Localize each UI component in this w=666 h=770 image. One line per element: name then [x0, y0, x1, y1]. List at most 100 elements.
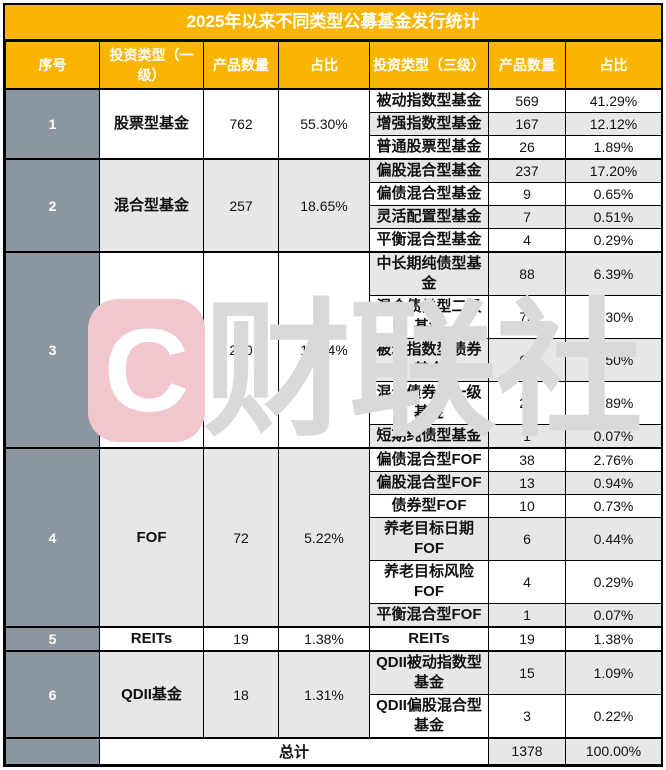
level3-type-cell: 普通股票型基金: [369, 135, 489, 160]
level3-type-cell: 偏债混合型基金: [369, 182, 489, 206]
level3-type-cell: 灵活配置型基金: [369, 205, 489, 229]
level3-count-cell: 13: [488, 471, 566, 495]
level3-share-cell: 0.51%: [565, 205, 662, 229]
level3-type-cell: 养老目标日期FOF: [369, 517, 489, 561]
level3-share-cell: 0.07%: [565, 603, 662, 628]
level3-type-cell: 增强指数型基金: [369, 112, 489, 136]
level3-type-cell: 被动指数型债券基金: [369, 338, 489, 382]
table-row: 平衡混合型基金 4 0.29%: [6, 228, 662, 253]
level3-type-cell: 混合债券型二级基金: [369, 295, 489, 339]
level3-count-cell: 237: [488, 158, 566, 183]
col-header-level3-count: 产品数量: [488, 41, 566, 90]
seq-cell: 2: [5, 158, 100, 253]
col-header-seq: 序号: [5, 41, 100, 90]
level3-share-cell: 5.30%: [565, 295, 662, 339]
level3-share-cell: 0.65%: [565, 182, 662, 206]
table-row: 5 REITs 19 1.38% REITs 19 1.38%: [5, 626, 662, 652]
level3-share-cell: 0.07%: [565, 424, 662, 449]
level1-share-cell: 5.22%: [278, 447, 370, 628]
level1-type-cell: 股票型基金: [99, 88, 204, 160]
level3-share-cell: 0.73%: [565, 494, 662, 518]
level1-count-cell: 72: [203, 447, 279, 628]
level3-type-cell: REITs: [369, 626, 489, 652]
col-header-level3-share: 占比: [565, 41, 662, 90]
level1-type-cell: 混合型基金: [99, 158, 204, 253]
level3-count-cell: 26: [488, 135, 566, 160]
seq-cell: 5: [5, 626, 100, 652]
level3-count-cell: 6: [488, 517, 566, 561]
table-row: 3 债券型基金 250 18.14% 中长期纯债型基金 88 6.39%: [5, 251, 662, 449]
level1-count-cell: 18: [203, 650, 279, 739]
table-row: 短期纯债型基金 1 0.07%: [6, 424, 662, 449]
table-row: 混合债券型一级基金 26 1.89%: [6, 381, 662, 425]
level3-share-cell: 0.29%: [565, 228, 662, 253]
col-header-level1-count: 产品数量: [203, 41, 279, 90]
level3-type-cell: QDII偏股混合型基金: [369, 694, 489, 739]
header-row: 序号 投资类型（一级） 产品数量 占比 投资类型（三级） 产品数量 占比: [5, 41, 662, 90]
level3-count-cell: 1: [488, 424, 566, 449]
seq-cell: 3: [5, 251, 100, 449]
level3-share-cell: 0.22%: [565, 694, 662, 739]
table-row: 养老目标日期FOF 6 0.44%: [6, 517, 662, 561]
level3-type-cell: 偏股混合型基金: [369, 158, 489, 183]
level1-type-cell: 债券型基金: [99, 251, 204, 449]
level3-share-cell: 0.94%: [565, 471, 662, 495]
col-header-level1-share: 占比: [278, 41, 370, 90]
level1-count-cell: 257: [203, 158, 279, 253]
level3-count-cell: 7: [488, 205, 566, 229]
table-row: QDII偏股混合型基金 3 0.22%: [6, 694, 662, 739]
level3-count-cell: 4: [488, 560, 566, 604]
level3-type-cell: 平衡混合型基金: [369, 228, 489, 253]
table-row: 偏股混合型FOF 13 0.94%: [6, 471, 662, 495]
level3-share-cell: 0.29%: [565, 560, 662, 604]
fund-issuance-table: 序号 投资类型（一级） 产品数量 占比 投资类型（三级） 产品数量 占比 1 股票…: [5, 41, 662, 765]
table-row: 混合债券型二级基金 73 5.30%: [6, 295, 662, 339]
table-row: 养老目标风险FOF 4 0.29%: [6, 560, 662, 604]
table-row: 1 股票型基金 762 55.30% 被动指数型基金 569 41.29%: [5, 88, 662, 160]
level3-type-cell: QDII被动指数型基金: [369, 650, 489, 695]
stats-table-frame: 2025年以来不同类型公募基金发行统计 序号 投资类型（一级） 产品数量 占比 …: [3, 3, 663, 767]
level3-type-cell: 养老目标风险FOF: [369, 560, 489, 604]
level3-share-cell: 4.50%: [565, 338, 662, 382]
table-body: 1 股票型基金 762 55.30% 被动指数型基金 569 41.29% 增强指数型基金 16…: [5, 88, 662, 739]
level3-type-cell: 混合债券型一级基金: [369, 381, 489, 425]
level3-count-cell: 62: [488, 338, 566, 382]
level3-count-cell: 15: [488, 650, 566, 695]
table-row: 2 混合型基金 257 18.65% 偏股混合型基金 237 17.20%: [5, 158, 662, 253]
level3-count-cell: 1: [488, 603, 566, 628]
seq-cell: 6: [5, 650, 100, 739]
level3-type-cell: 偏债混合型FOF: [369, 447, 489, 472]
col-header-level1-type: 投资类型（一级）: [99, 41, 204, 90]
level3-share-cell: 1.89%: [565, 135, 662, 160]
level3-share-cell: 41.29%: [565, 88, 662, 113]
col-header-level3-type: 投资类型（三级）: [369, 41, 489, 90]
table-title: 2025年以来不同类型公募基金发行统计: [5, 5, 661, 41]
seq-cell: 1: [5, 88, 100, 160]
total-label-cell: 总计: [99, 737, 489, 765]
level1-count-cell: 762: [203, 88, 279, 160]
level3-share-cell: 6.39%: [565, 251, 662, 296]
level1-type-cell: REITs: [99, 626, 204, 652]
level3-share-cell: 1.89%: [565, 381, 662, 425]
level3-type-cell: 被动指数型基金: [369, 88, 489, 113]
level3-count-cell: 10: [488, 494, 566, 518]
level3-count-cell: 167: [488, 112, 566, 136]
table-row: 普通股票型基金 26 1.89%: [6, 135, 662, 160]
level3-share-cell: 12.12%: [565, 112, 662, 136]
level1-share-cell: 1.38%: [278, 626, 370, 652]
level3-type-cell: 平衡混合型FOF: [369, 603, 489, 628]
seq-cell: 4: [5, 447, 100, 628]
level3-count-cell: 3: [488, 694, 566, 739]
total-count-cell: 1378: [488, 737, 566, 765]
table-row: 偏债混合型基金 9 0.65%: [6, 182, 662, 206]
level3-share-cell: 1.09%: [565, 650, 662, 695]
level1-share-cell: 18.65%: [278, 158, 370, 253]
total-row: 总计 1378 100.00%: [5, 737, 662, 765]
table-header: 序号 投资类型（一级） 产品数量 占比 投资类型（三级） 产品数量 占比: [5, 41, 662, 90]
level1-share-cell: 55.30%: [278, 88, 370, 160]
level3-count-cell: 73: [488, 295, 566, 339]
table-row: 灵活配置型基金 7 0.51%: [6, 205, 662, 229]
table-footer: 总计 1378 100.00%: [5, 737, 662, 765]
table-row: 增强指数型基金 167 12.12%: [6, 112, 662, 136]
table-row: 4 FOF 72 5.22% 偏债混合型FOF 38 2.76%: [5, 447, 662, 628]
